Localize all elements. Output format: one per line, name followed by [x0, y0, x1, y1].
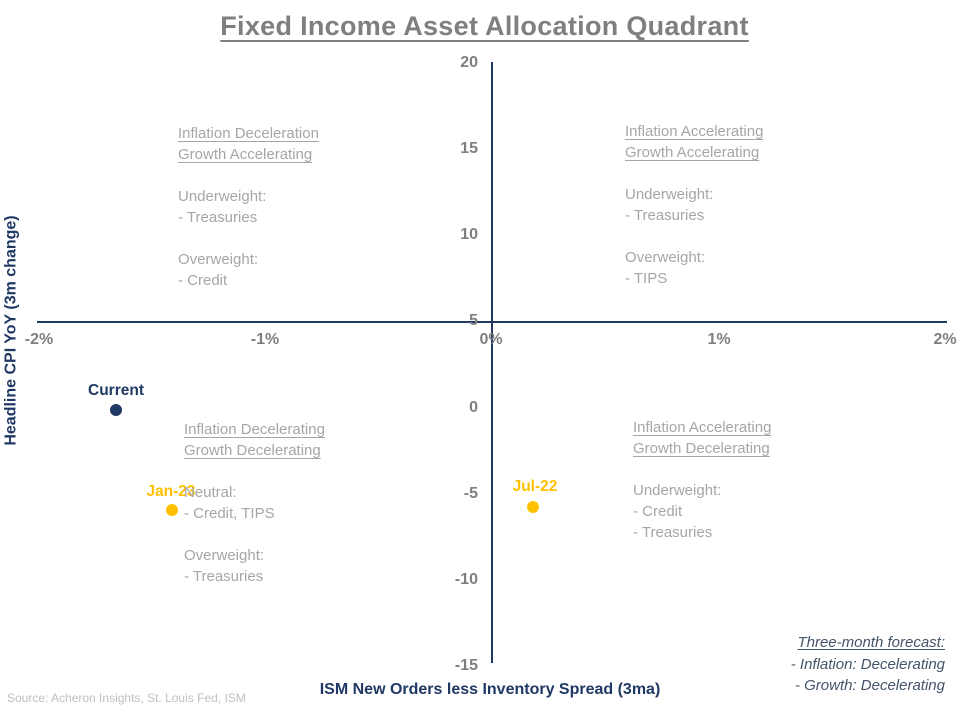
quadrant-line: Underweight:	[633, 482, 722, 499]
quadrant-heading: Growth Decelerating	[184, 442, 321, 459]
spacer	[625, 163, 763, 184]
quadrant-line: Overweight:	[184, 547, 265, 564]
chart-title: Fixed Income Asset Allocation Quadrant	[220, 11, 749, 41]
quadrant-heading: Inflation Decelerating	[184, 421, 325, 438]
point-label-jan23: Jan-23	[146, 483, 196, 500]
quadrant-line: Overweight:	[625, 249, 706, 266]
quadrant-heading: Growth Accelerating	[178, 146, 313, 163]
spacer	[184, 461, 325, 482]
quadrant-line: - Treasuries	[178, 209, 258, 226]
forecast-line: - Inflation: Decelerating	[790, 655, 945, 673]
quadrant-bottom-right: Inflation Accelerating Growth Decelerati…	[633, 417, 771, 543]
quadrant-line: - Treasuries	[184, 568, 264, 585]
quadrant-heading: Growth Decelerating	[633, 440, 770, 457]
quadrant-heading: Inflation Deceleration	[178, 125, 319, 142]
x-axis-title: ISM New Orders less Inventory Spread (3m…	[319, 681, 661, 698]
forecast-heading: Three-month forecast:	[797, 634, 945, 651]
data-point-jul22	[527, 501, 539, 513]
y-tick-neg10: -10	[454, 571, 478, 588]
data-point-current	[110, 404, 122, 416]
y-tick-5: 5	[469, 312, 478, 329]
quadrant-top-left: Inflation Deceleration Growth Accelerati…	[178, 123, 319, 291]
spacer	[178, 228, 319, 249]
point-label-current: Current	[88, 382, 144, 399]
quadrant-line: - Credit	[178, 272, 228, 289]
spacer	[184, 524, 325, 545]
quadrant-top-right: Inflation Accelerating Growth Accelerati…	[625, 121, 763, 289]
quadrant-line: Overweight:	[178, 251, 259, 268]
x-tick-neg1pct: -1%	[250, 331, 280, 348]
x-tick-2pct: 2%	[933, 331, 957, 348]
spacer	[633, 459, 771, 480]
quadrant-heading: Inflation Accelerating	[625, 123, 764, 140]
x-tick-1pct: 1%	[707, 331, 731, 348]
y-tick-neg15: -15	[454, 657, 478, 674]
quadrant-bottom-left: Inflation Decelerating Growth Decelerati…	[184, 419, 325, 587]
quadrant-line: - Credit	[633, 503, 683, 520]
point-label-jul22: Jul-22	[512, 478, 558, 495]
y-axis-line	[491, 62, 493, 663]
data-point-jan23	[166, 504, 178, 516]
spacer	[178, 165, 319, 186]
y-tick-0: 0	[469, 399, 478, 416]
quadrant-line: Underweight:	[625, 186, 714, 203]
spacer	[625, 226, 763, 247]
quadrant-line: - Treasuries	[633, 524, 713, 541]
x-axis-line	[37, 321, 947, 323]
y-tick-neg5: -5	[463, 485, 478, 502]
quadrant-heading: Inflation Accelerating	[633, 419, 772, 436]
y-tick-10: 10	[460, 226, 478, 243]
quadrant-line: - TIPS	[625, 270, 668, 287]
quadrant-line: Neutral:	[184, 484, 237, 501]
forecast-line: - Growth: Decelerating	[794, 677, 945, 694]
x-tick-neg2pct: -2%	[24, 331, 54, 348]
three-month-forecast: Three-month forecast: - Inflation: Decel…	[791, 632, 945, 697]
y-tick-15: 15	[460, 140, 478, 157]
quadrant-line: - Treasuries	[625, 207, 705, 224]
quadrant-line: Underweight:	[178, 188, 267, 205]
source-note: Source: Acheron Insights, St. Louis Fed,…	[7, 691, 246, 705]
quadrant-line: - Credit, TIPS	[184, 505, 275, 522]
x-tick-0pct: 0%	[479, 331, 503, 348]
quadrant-heading: Growth Accelerating	[625, 144, 760, 161]
y-tick-20: 20	[460, 54, 478, 71]
